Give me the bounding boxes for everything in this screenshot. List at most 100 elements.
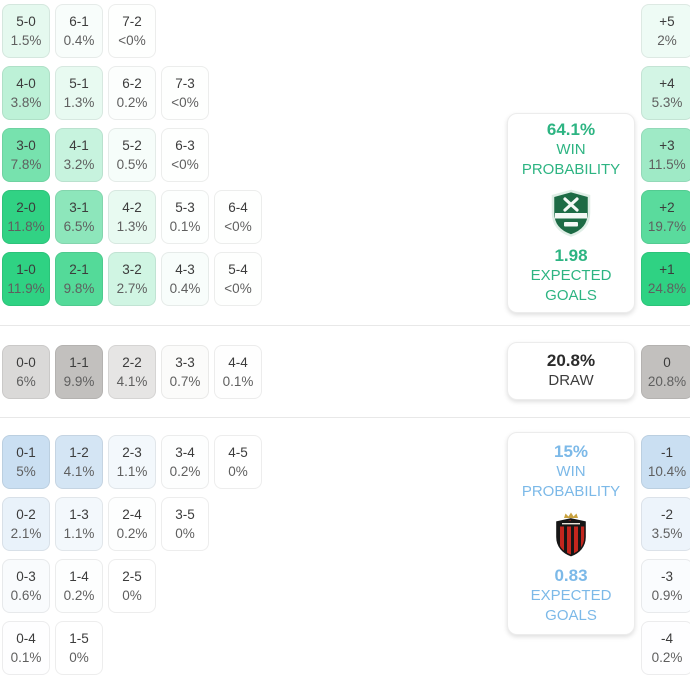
score-cell: 1-5 0% <box>55 621 103 675</box>
score-label: 3-5 <box>175 507 195 522</box>
score-cell: +4 5.3% <box>641 66 690 120</box>
probability-label: 0% <box>175 526 195 541</box>
score-label: +3 <box>659 138 675 153</box>
score-cell: 4-0 3.8% <box>2 66 50 120</box>
probability-label: 0.4% <box>63 33 95 48</box>
probability-label: <0% <box>171 157 199 172</box>
score-cell: 1-4 0.2% <box>55 559 103 613</box>
score-row: 0-4 0.1% 1-5 0% <box>2 621 262 675</box>
probability-label: 0.1% <box>169 219 201 234</box>
score-label: +2 <box>659 200 675 215</box>
probability-label: <0% <box>224 219 252 234</box>
probability-label: 11.9% <box>7 281 45 296</box>
score-label: 6-1 <box>69 14 89 29</box>
score-cell: 1-0 11.9% <box>2 252 50 306</box>
score-label: 5-0 <box>16 14 36 29</box>
score-cell: 0-2 2.1% <box>2 497 50 551</box>
score-cell: 5-0 1.5% <box>2 4 50 58</box>
score-label: -2 <box>660 507 673 522</box>
score-label: 0-2 <box>16 507 36 522</box>
probability-label: 6% <box>16 374 36 389</box>
probability-label: 19.7% <box>647 219 687 234</box>
probability-label: 0.9% <box>651 588 683 603</box>
score-cell: 0-1 5% <box>2 435 50 489</box>
score-label: 2-5 <box>122 569 142 584</box>
draw-margin-column: 0 20.8% <box>641 345 690 399</box>
probability-label: 9.9% <box>63 374 95 389</box>
away-expected-goals-label: EXPECTED GOALS <box>530 586 612 624</box>
score-label: 7-3 <box>175 76 195 91</box>
score-label: 5-3 <box>175 200 195 215</box>
score-label: 1-0 <box>16 262 36 277</box>
score-cell: -1 10.4% <box>641 435 690 489</box>
score-label: 1-1 <box>69 355 89 370</box>
probability-label: 5.3% <box>651 95 683 110</box>
section-divider <box>0 417 690 418</box>
score-label: -1 <box>660 445 673 460</box>
probability-label: 0.2% <box>651 650 683 665</box>
probability-label: 0.4% <box>169 281 201 296</box>
score-cell: 0-3 0.6% <box>2 559 50 613</box>
score-cell: 5-3 0.1% <box>161 190 209 244</box>
score-cell: 1-2 4.1% <box>55 435 103 489</box>
away-expected-goals-value: 0.83 <box>554 565 588 585</box>
score-cell: 0-4 0.1% <box>2 621 50 675</box>
score-label: 4-3 <box>175 262 195 277</box>
home-expected-goals-label: EXPECTED GOALS <box>530 267 612 304</box>
score-label: +4 <box>659 76 675 91</box>
score-label: 0-0 <box>16 355 36 370</box>
probability-label: 0% <box>228 464 248 479</box>
home-margin-column: +5 2% +4 5.3% +3 11.5% +2 19.7% +1 24.8% <box>641 4 690 306</box>
probability-label: 2.7% <box>116 281 148 296</box>
score-label: +5 <box>659 14 675 29</box>
score-label: 4-4 <box>228 355 248 370</box>
score-cell: 2-2 4.1% <box>108 345 156 399</box>
score-cell: 0 20.8% <box>641 345 690 399</box>
away-win-panel: 15% WIN PROBABILITY <box>507 432 635 635</box>
home-win-panel: 64.1% WIN PROBABILITY 1.98 EXPECTED GOAL… <box>507 113 635 313</box>
score-cell: 3-4 0.2% <box>161 435 209 489</box>
score-label: 4-1 <box>69 138 89 153</box>
probability-label: 1.3% <box>63 95 95 110</box>
probability-label: 20.8% <box>647 374 687 389</box>
score-label: 3-3 <box>175 355 195 370</box>
probability-label: 2.1% <box>10 526 42 541</box>
score-label: 2-4 <box>122 507 142 522</box>
score-label: 5-4 <box>228 262 248 277</box>
score-cell: 2-5 0% <box>108 559 156 613</box>
probability-label: 0.2% <box>116 95 148 110</box>
score-cell: -4 0.2% <box>641 621 690 675</box>
probability-label: 0.2% <box>116 526 148 541</box>
probability-label: 3.2% <box>63 157 95 172</box>
score-label: -4 <box>660 631 673 646</box>
score-cell: 3-1 6.5% <box>55 190 103 244</box>
draw-score-grid: 0-0 6% 1-1 9.9% 2-2 4.1% 3-3 0.7% 4-4 0.1% <box>2 345 262 399</box>
probability-label: <0% <box>118 33 146 48</box>
score-label: 6-2 <box>122 76 142 91</box>
probability-label: 0.6% <box>10 588 42 603</box>
probability-label: 10.4% <box>647 464 687 479</box>
score-cell: +2 19.7% <box>641 190 690 244</box>
probability-label: 1.3% <box>116 219 148 234</box>
score-row: 0-2 2.1% 1-3 1.1% 2-4 0.2% 3-5 0% <box>2 497 262 551</box>
score-cell: 3-5 0% <box>161 497 209 551</box>
score-row: 0-0 6% 1-1 9.9% 2-2 4.1% 3-3 0.7% 4-4 0.1% <box>2 345 262 399</box>
score-label: 1-3 <box>69 507 89 522</box>
home-win-probability-label: WIN PROBABILITY <box>521 141 621 178</box>
probability-label: 0.7% <box>169 374 201 389</box>
score-label: 0-3 <box>16 569 36 584</box>
probability-label: 0.1% <box>10 650 42 665</box>
score-label: 5-1 <box>69 76 89 91</box>
score-cell: +1 24.8% <box>641 252 690 306</box>
away-win-probability-value: 15% <box>553 441 589 461</box>
score-label: 6-4 <box>228 200 248 215</box>
score-cell: 6-2 0.2% <box>108 66 156 120</box>
score-label: 4-5 <box>228 445 248 460</box>
score-label: 4-0 <box>16 76 36 91</box>
score-cell: 2-0 11.8% <box>2 190 50 244</box>
score-label: 1-4 <box>69 569 89 584</box>
probability-label: 0% <box>69 650 89 665</box>
score-label: 1-5 <box>69 631 89 646</box>
score-cell: 3-2 2.7% <box>108 252 156 306</box>
score-label: 5-2 <box>122 138 142 153</box>
